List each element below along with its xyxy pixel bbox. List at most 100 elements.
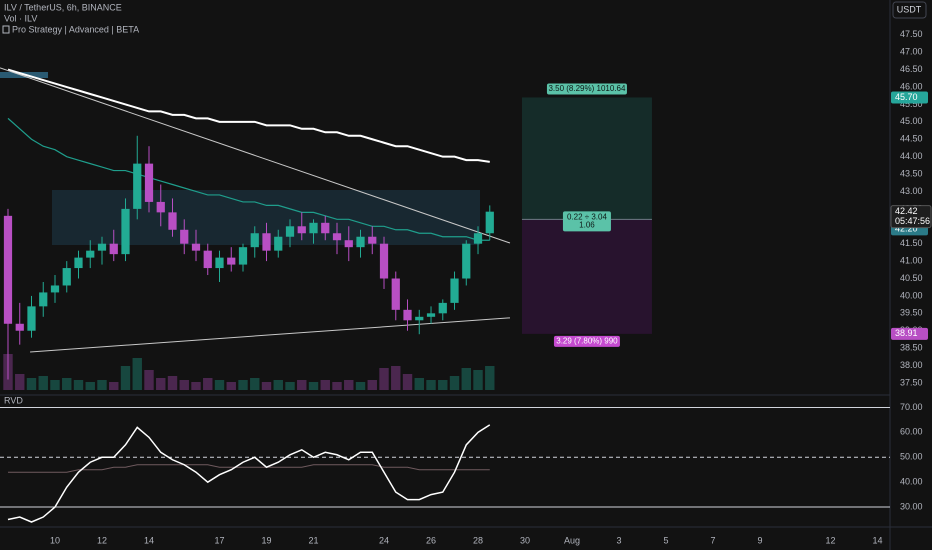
y-tick-label: 70.00 (900, 402, 923, 412)
volume-bar (73, 380, 84, 390)
candle-body (250, 233, 259, 248)
y-tick-label: 37.50 (900, 377, 923, 387)
y-tick-label: 46.50 (900, 64, 923, 74)
volume-bar (297, 380, 307, 390)
price-label: 38.91 (895, 328, 918, 338)
volume-bar (214, 380, 225, 390)
candle-body (156, 201, 165, 213)
volume-bar (144, 370, 154, 390)
candle-body (191, 243, 201, 251)
candle-body (15, 323, 24, 331)
candle-body (215, 257, 224, 269)
x-tick-label: 12 (97, 535, 107, 545)
y-tick-label: 45.50 (900, 99, 923, 109)
candle-body (379, 243, 389, 279)
indicator-line (7, 117, 490, 241)
price-label-box (891, 91, 928, 104)
y-tick-label: 44.00 (900, 151, 923, 161)
volume-bar (485, 366, 495, 390)
candle-body (3, 215, 13, 324)
y-tick-label: 44.50 (900, 134, 923, 144)
y-tick-label: 50.00 (900, 452, 923, 462)
volume-bar (308, 382, 319, 390)
volume-bar (156, 378, 166, 390)
volume-bar (320, 380, 330, 390)
stop-zone (521, 219, 652, 334)
entry-label: 1.06 (579, 220, 595, 229)
last-price-box (890, 205, 932, 229)
volume-legend: Vol · ILV (4, 13, 37, 23)
y-tick-label: 41.50 (900, 238, 923, 248)
y-tick-label: 60.00 (900, 427, 923, 437)
volume-bar (50, 380, 60, 390)
stop-label: 3.29 (7.80%) 990 (556, 336, 618, 345)
y-tick-label: 45.00 (900, 116, 923, 126)
candle-body (168, 212, 177, 230)
volume-bar (38, 376, 48, 390)
x-tick-label: 12 (826, 535, 836, 545)
x-tick-label: 9 (758, 535, 763, 545)
rvd-line (7, 464, 490, 473)
y-tick-label: 41.00 (900, 255, 923, 265)
volume-bar (261, 382, 272, 390)
candle-body (321, 222, 330, 234)
volume-bar (402, 374, 413, 390)
candle-body (86, 250, 95, 258)
x-tick-label: 7 (711, 535, 716, 545)
candle-body (473, 233, 483, 244)
candle-body (133, 163, 142, 209)
volume-bar (367, 380, 377, 390)
strategy-icon (2, 25, 10, 34)
volume-bar (250, 378, 260, 390)
trendline (0, 67, 511, 244)
volume-bar (26, 378, 37, 390)
volume-bar (461, 368, 471, 390)
candle-body (50, 285, 60, 293)
candle-body (368, 236, 377, 244)
rvd-line (7, 424, 491, 523)
candle-body (403, 309, 412, 321)
candle-body (144, 163, 154, 202)
volume-bar (273, 380, 283, 390)
candle-body (274, 236, 283, 251)
candle-body (238, 247, 248, 265)
currency-label[interactable]: USDT (897, 4, 922, 14)
candle-body (62, 268, 71, 286)
x-tick-label: Aug (564, 535, 580, 545)
volume-bar (15, 374, 25, 390)
volume-bar (132, 358, 142, 390)
volume-bar (238, 380, 248, 390)
target-label-box (546, 83, 627, 95)
candle-body (297, 226, 306, 234)
candle-body (462, 243, 471, 279)
candle-body (109, 243, 118, 255)
x-tick-label: 21 (309, 535, 319, 545)
x-tick-label: 17 (214, 535, 224, 545)
strategy-legend: Pro Strategy | Advanced | BETA (12, 24, 139, 34)
volume-bar (449, 376, 460, 390)
countdown-label: 05:47:56 (895, 216, 930, 226)
y-tick-label: 39.50 (900, 308, 923, 318)
candle-body (344, 240, 353, 248)
price-label: 45.70 (895, 92, 918, 102)
x-tick-label: 5 (664, 535, 669, 545)
candle-body (391, 278, 400, 310)
y-tick-label: 43.00 (900, 186, 923, 196)
trendline (30, 317, 511, 353)
y-tick-label: 40.00 (900, 477, 923, 487)
candle-body (227, 257, 236, 265)
price-label-box (891, 327, 928, 340)
candle-body (97, 243, 107, 251)
currency-button[interactable] (892, 1, 927, 19)
candle-body (426, 313, 436, 317)
volume-bar (344, 380, 354, 390)
volume-bar (473, 370, 483, 390)
x-tick-label: 19 (261, 535, 271, 545)
x-tick-label: 28 (473, 535, 483, 545)
x-tick-label: 14 (144, 535, 154, 545)
entry-label-box (562, 211, 611, 232)
x-tick-label: 3 (617, 535, 622, 545)
candle-body (203, 250, 212, 269)
price-label: 42.20 (895, 224, 918, 234)
